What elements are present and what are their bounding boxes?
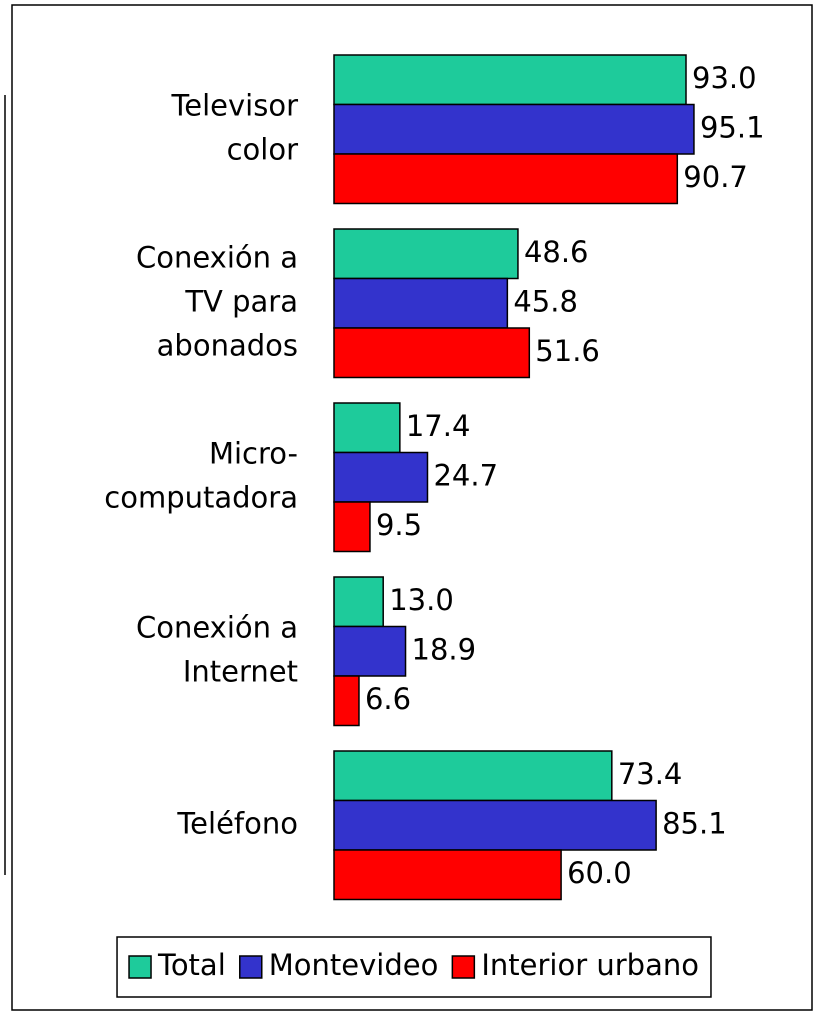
legend-label: Montevideo [269, 948, 439, 982]
value-label: 48.6 [524, 235, 589, 269]
bar [333, 501, 371, 553]
frame [11, 4, 813, 1011]
bar [333, 277, 509, 329]
bar [333, 327, 531, 379]
bar [333, 750, 613, 802]
value-label: 51.6 [535, 334, 600, 368]
category-label: color [227, 132, 298, 166]
legend-label: Total [157, 948, 226, 982]
category-label: Televisor [170, 88, 298, 122]
value-label: 18.9 [412, 632, 477, 666]
bar [333, 228, 519, 280]
value-label: 45.8 [513, 284, 578, 318]
value-label: 90.7 [683, 160, 748, 194]
value-label: 13.0 [389, 583, 454, 617]
bar [333, 849, 562, 901]
category-label: Conexión a [136, 610, 298, 644]
value-label: 85.1 [662, 806, 727, 840]
category-label: TV para [184, 284, 298, 318]
category-label: computadora [104, 480, 298, 514]
category-label: Internet [183, 654, 298, 688]
value-label: 73.4 [618, 757, 683, 791]
category-label: Micro- [209, 436, 298, 470]
bar [333, 402, 401, 454]
legend-box [116, 936, 712, 998]
category-label: Teléfono [176, 806, 298, 840]
value-label: 60.0 [567, 856, 632, 890]
bar [333, 54, 687, 106]
legend-swatch [128, 955, 152, 979]
bar [333, 625, 407, 677]
bar [333, 799, 657, 851]
legend-swatch [239, 955, 263, 979]
bar [333, 576, 384, 628]
bar [333, 451, 429, 503]
value-label: 24.7 [433, 458, 498, 492]
bar [333, 103, 695, 155]
bar [333, 153, 679, 205]
category-label: Conexión a [136, 240, 298, 274]
category-label: abonados [157, 328, 298, 362]
value-label: 93.0 [692, 61, 757, 95]
value-label: 95.1 [700, 110, 765, 144]
value-label: 6.6 [365, 682, 411, 716]
bar [333, 675, 360, 727]
legend-swatch [451, 955, 476, 979]
legend-label: Interior urbano [481, 948, 699, 982]
value-label: 17.4 [406, 409, 471, 443]
value-label: 9.5 [376, 508, 422, 542]
